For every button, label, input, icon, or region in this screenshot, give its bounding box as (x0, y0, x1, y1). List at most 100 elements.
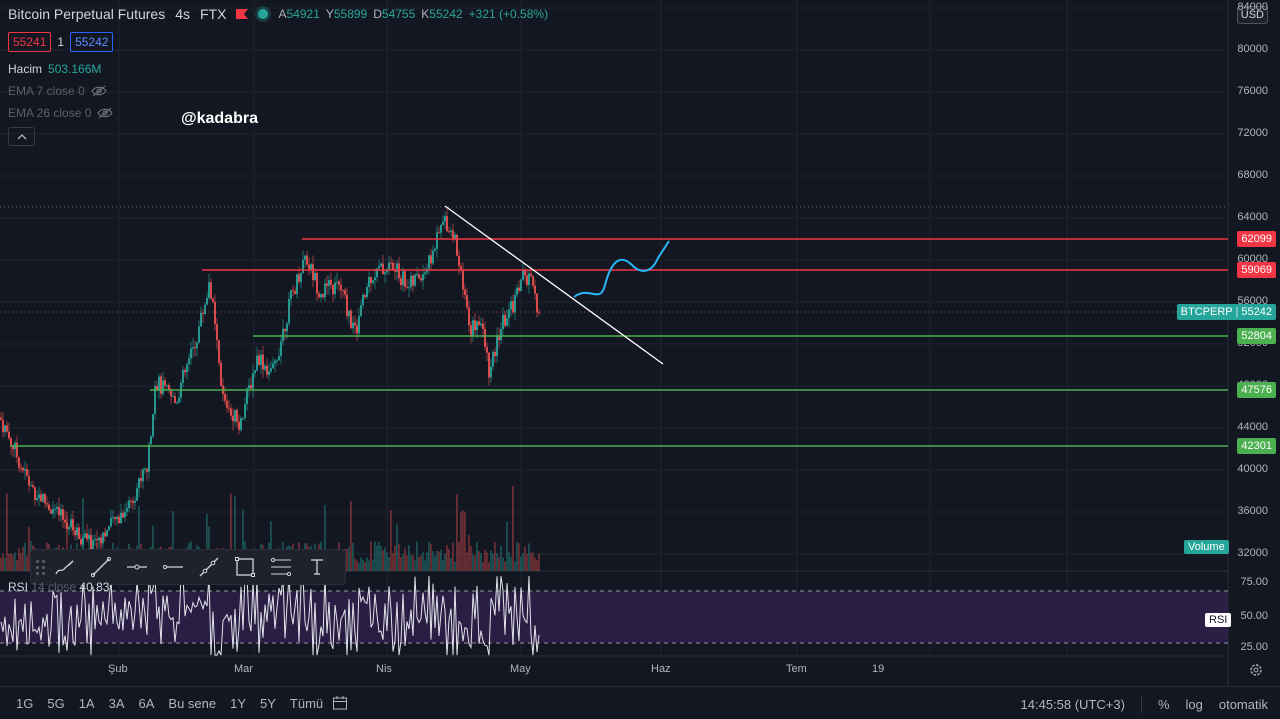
candle-body (210, 282, 212, 299)
auto-scale-button[interactable]: otomatik (1218, 696, 1268, 712)
candle-body (496, 335, 498, 357)
fib-button[interactable] (263, 551, 299, 583)
candle-body (64, 519, 66, 523)
eye-hidden-icon[interactable] (97, 107, 113, 119)
horizontal-line-button[interactable] (155, 551, 191, 583)
candle-body (208, 282, 210, 298)
brush-button[interactable] (47, 551, 83, 583)
volume-bar (242, 509, 244, 571)
candle-body (528, 273, 530, 285)
symbol-title[interactable]: Bitcoin Perpetual Futures (8, 6, 166, 22)
candle-body (538, 312, 540, 314)
candle-body (172, 396, 174, 398)
candle-body (46, 503, 48, 505)
sell-button[interactable]: 55241 (8, 32, 52, 52)
volume-bar (508, 551, 510, 571)
range-1d-button[interactable]: 1G (16, 695, 34, 711)
extended-line-icon (199, 557, 219, 577)
range-1m-button[interactable]: 1A (78, 695, 95, 711)
volume-bar (422, 551, 424, 571)
candle-body (476, 321, 478, 331)
candle-body (136, 488, 138, 501)
candle-body (516, 287, 518, 295)
candle-body (116, 516, 118, 520)
candle-body (122, 512, 124, 518)
candle-body (212, 298, 214, 302)
eye-hidden-icon[interactable] (91, 85, 107, 97)
symbol-legend[interactable]: Bitcoin Perpetual Futures 4s FTX A54921 … (8, 6, 548, 22)
range-3m-button[interactable]: 3A (108, 695, 125, 711)
projection-curve[interactable] (573, 240, 670, 298)
candle-body (72, 519, 74, 531)
rsi-legend[interactable]: RSI 14 close 40.83 (8, 580, 110, 594)
candle-body (514, 294, 516, 313)
candle-body (188, 358, 190, 365)
candle-body (278, 355, 280, 361)
candle-body (26, 469, 28, 477)
volume-bar (434, 555, 436, 571)
candle-body (34, 487, 36, 500)
candle-body (16, 442, 18, 458)
settings-gear-icon[interactable] (1248, 662, 1264, 678)
volume-bar (138, 506, 140, 571)
extended-line-button[interactable] (191, 551, 227, 583)
clock-timezone[interactable]: 14:45:58 (UTC+3) (1020, 696, 1125, 712)
volume-bar (270, 521, 272, 571)
candle-body (416, 274, 418, 276)
buy-button[interactable]: 55242 (70, 32, 114, 52)
candle-body (200, 312, 202, 327)
indicator-ema7[interactable]: EMA 7 close 0 (8, 84, 107, 98)
volume-bar (482, 562, 484, 571)
volume-bar (20, 553, 22, 571)
indicator-ema26[interactable]: EMA 26 close 0 (8, 106, 113, 120)
flag-icon[interactable] (236, 9, 249, 19)
range-5d-button[interactable]: 5G (47, 695, 65, 711)
candle-body (432, 250, 434, 264)
volume-bar (408, 545, 410, 571)
chevron-up-icon (17, 133, 26, 139)
price-axis-label: 76000 (1237, 85, 1268, 97)
volume-bar (478, 551, 480, 571)
volume-bar (2, 553, 4, 571)
currency-button[interactable]: USD (1236, 6, 1268, 24)
volume-bar (460, 511, 462, 571)
horizontal-ray-icon (127, 564, 147, 570)
candle-body (78, 527, 80, 540)
candle-body (352, 322, 354, 329)
rectangle-button[interactable] (227, 551, 263, 583)
range-6m-button[interactable]: 6A (138, 695, 155, 711)
volume-bar (414, 560, 416, 571)
volume-bar (376, 545, 378, 571)
volume-bar (494, 542, 496, 571)
trendline-button[interactable] (83, 551, 119, 583)
calendar-range-icon[interactable] (332, 695, 348, 711)
range-5y-button[interactable]: 5Y (260, 695, 276, 711)
text-button[interactable] (299, 551, 335, 583)
range-ytd-button[interactable]: Bu sene (168, 695, 217, 711)
candle-body (202, 312, 204, 314)
candle-body (332, 284, 334, 295)
candle-body (510, 301, 512, 310)
volume-bar (152, 525, 154, 571)
level-tag-47576: 47576 (1237, 382, 1276, 398)
symbol-exchange[interactable]: FTX (200, 6, 227, 22)
horizontal-ray-button[interactable] (119, 551, 155, 583)
symbol-interval[interactable]: 4s (175, 6, 190, 22)
volume-bar (490, 550, 492, 571)
candle-body (260, 354, 262, 365)
range-1y-button[interactable]: 1Y (230, 695, 247, 711)
candle-body (216, 324, 218, 341)
trend-line[interactable] (444, 205, 664, 365)
drag-handle-icon[interactable] (33, 555, 47, 579)
candle-body (28, 476, 30, 486)
collapse-legend-button[interactable] (8, 127, 35, 146)
indicator-volume[interactable]: Hacim 503.166M (8, 62, 102, 76)
log-scale-button[interactable]: log (1185, 696, 1203, 712)
percent-scale-button[interactable]: % (1157, 696, 1170, 712)
volume-bar (364, 562, 366, 571)
volume-bar (538, 553, 540, 571)
range-all-button[interactable]: Tümü (289, 695, 324, 711)
candle-body (138, 478, 140, 489)
separator (1140, 695, 1142, 713)
